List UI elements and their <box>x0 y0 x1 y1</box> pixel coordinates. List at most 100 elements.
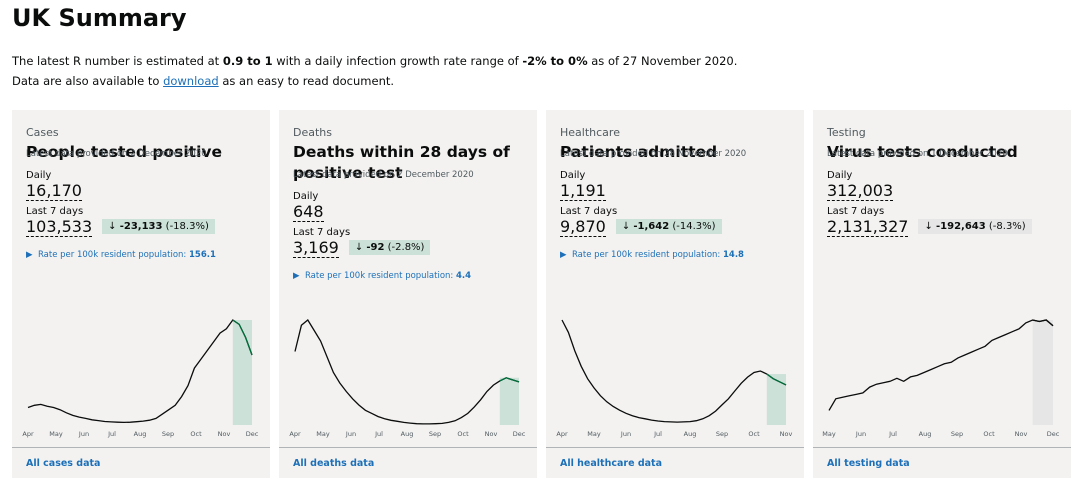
daily-label: Daily <box>827 170 853 181</box>
updated-date: Latest data provided on 1 December 2020 <box>827 149 1008 159</box>
change-value: -192,643 <box>936 221 986 232</box>
text: as of 27 November 2020. <box>587 54 738 68</box>
trend-chart: May Jun Jul Aug Sep Oct Nov Dec <box>822 319 1060 438</box>
data-link[interactable]: All healthcare data <box>560 458 662 469</box>
last7-row: 3,169 ↓ -92 (-2.8%) <box>293 239 474 263</box>
recent-line <box>499 377 520 383</box>
x-tick-label: May <box>316 430 330 438</box>
rate: ▶ Rate per 100k resident population: 14.… <box>560 250 746 260</box>
x-tick-label: Oct <box>190 430 202 438</box>
x-tick-label: May <box>49 430 63 438</box>
rate-label: Rate per 100k resident population: <box>571 250 721 260</box>
updated-date: Latest data provided on 28 November 2020 <box>560 149 747 159</box>
x-tick-label: Jul <box>374 430 383 438</box>
x-tick-label: Jun <box>620 430 631 438</box>
rate-label: Rate per 100k resident population: <box>37 250 187 260</box>
x-tick-label: Apr <box>289 430 301 438</box>
last7-row: 9,870 ↓ -1,642 (-14.3%) <box>560 218 746 242</box>
intro-line: The latest R number is estimated at 0.9 … <box>12 54 737 68</box>
daily-value: 1,191 <box>560 181 606 201</box>
recent-band <box>232 320 252 425</box>
daily-value: 16,170 <box>26 181 82 201</box>
last7-value: 2,131,327 <box>827 217 909 237</box>
x-tick-label: Nov <box>1015 430 1028 438</box>
x-tick-label: Nov <box>218 430 231 438</box>
updated-date: Latest data provided on 2 December 2020 <box>26 149 207 159</box>
x-tick-label: Jul <box>653 430 662 438</box>
arrow-icon: ↓ <box>108 221 120 232</box>
x-tick-label: Nov <box>780 430 793 438</box>
card-footer: All testing data <box>813 447 1071 469</box>
last7-label: Last 7 days <box>560 206 618 217</box>
last7-value: 9,870 <box>560 217 606 237</box>
daily-value: 648 <box>293 202 324 222</box>
x-tick-label: Jul <box>888 430 897 438</box>
rate-value: 4.4 <box>456 271 472 281</box>
card-category: Testing <box>827 126 866 139</box>
summary-card: Deaths Deaths within 28 days of positive … <box>279 110 537 478</box>
text: Data are also available to <box>12 74 164 88</box>
x-tick-label: Sep <box>162 430 174 438</box>
summary-card: Healthcare Patients admitted Latest data p… <box>546 110 804 478</box>
card-footer: All healthcare data <box>546 447 804 469</box>
data-link[interactable]: All cases data <box>26 458 101 469</box>
x-tick-label: Oct <box>748 430 760 438</box>
x-tick-label: Jun <box>855 430 866 438</box>
x-tick-label: Aug <box>684 430 697 438</box>
arrow-icon: ↓ <box>621 221 634 232</box>
x-tick-label: Aug <box>134 430 147 438</box>
x-tick-label: Oct <box>457 430 469 438</box>
daily-label: Daily <box>293 191 319 202</box>
card-title: People tested positive <box>26 143 223 161</box>
summary-card: Cases People tested positive Latest data p… <box>12 110 270 478</box>
recent-line <box>766 373 787 386</box>
x-tick-label: May <box>822 430 836 438</box>
x-tick-label: Aug <box>919 430 932 438</box>
card-title: Virus tests conducted <box>827 143 1018 161</box>
data-link[interactable]: All deaths data <box>293 458 375 469</box>
x-tick-label: Dec <box>513 430 526 438</box>
card-footer: All deaths data <box>279 447 537 469</box>
card-category: Healthcare <box>560 126 620 139</box>
change-badge: ↓ -23,133 (-18.3%) <box>102 219 215 234</box>
expand-icon: ▶ <box>293 271 305 281</box>
card-category: Cases <box>26 126 59 139</box>
last7-label: Last 7 days <box>293 227 351 238</box>
x-tick-label: Sep <box>429 430 441 438</box>
card-body: Latest data provided on 2 December 2020 D… <box>293 170 474 281</box>
change-percent: (-2.8%) <box>387 242 425 253</box>
daily-value: 312,003 <box>827 181 894 201</box>
change-value: -1,642 <box>633 221 670 232</box>
text: The latest R number is estimated at <box>12 54 223 68</box>
change-value: -23,133 <box>119 221 163 232</box>
data-link[interactable]: All testing data <box>827 458 910 469</box>
card-title: Patients admitted <box>560 143 718 161</box>
rate: ▶ Rate per 100k resident population: 4.4 <box>293 271 474 281</box>
recent-band <box>1032 320 1053 425</box>
rate: ▶ Rate per 100k resident population: 156… <box>26 250 216 260</box>
recent-band <box>499 377 519 425</box>
change-value: -92 <box>366 242 385 253</box>
trend-chart: Apr May Jun Jul Aug Sep Oct Nov Dec <box>289 319 526 438</box>
change-badge: ↓ -1,642 (-14.3%) <box>615 219 722 234</box>
x-tick-label: Nov <box>485 430 498 438</box>
x-tick-label: Dec <box>1047 430 1060 438</box>
trend-line <box>27 319 253 424</box>
card-body: Latest data provided on 28 November 2020… <box>560 149 746 260</box>
trend-line <box>294 319 520 425</box>
x-tick-label: Aug <box>401 430 414 438</box>
growth-rate: -2% to 0% <box>522 54 588 68</box>
x-tick-label: Jun <box>78 430 89 438</box>
x-tick-label: May <box>587 430 601 438</box>
r-number: 0.9 to 1 <box>222 54 273 68</box>
card-footer: All cases data <box>12 447 270 469</box>
download-link[interactable]: download <box>163 74 219 88</box>
trend-chart: Apr May Jun Jul Aug Sep Oct Nov <box>556 319 793 438</box>
intro-line: Data are also available to download as a… <box>12 74 394 88</box>
card-category: Deaths <box>293 126 332 139</box>
daily-label: Daily <box>560 170 586 181</box>
last7-label: Last 7 days <box>827 206 885 217</box>
change-percent: (-8.3%) <box>988 221 1026 232</box>
rate-label: Rate per 100k resident population: <box>304 271 454 281</box>
change-percent: (-14.3%) <box>672 221 716 232</box>
